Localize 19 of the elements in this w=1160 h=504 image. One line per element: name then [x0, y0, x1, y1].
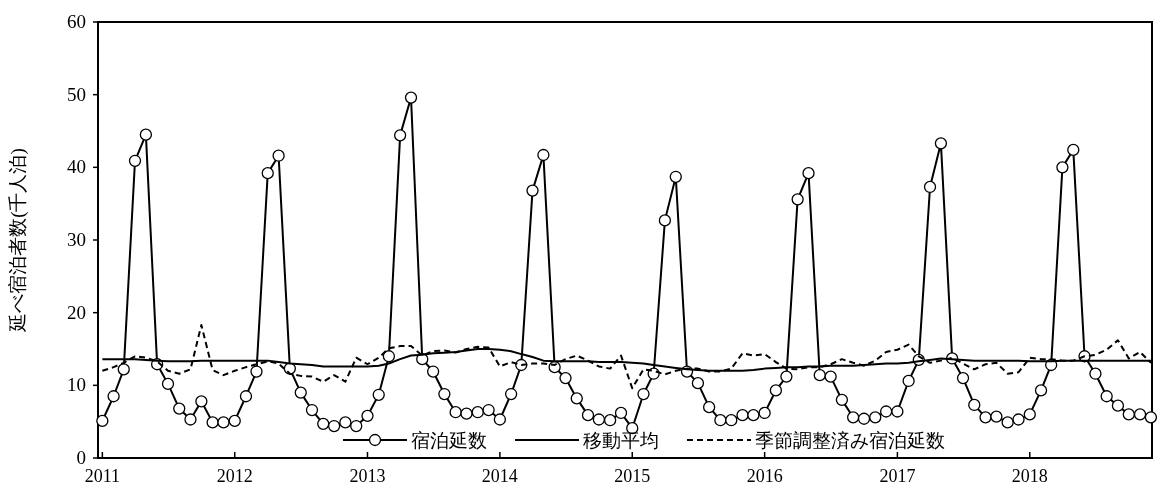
- y-tick-label: 10: [67, 374, 86, 396]
- y-tick-label: 30: [67, 229, 86, 250]
- x-tick-label: 2017: [879, 466, 916, 486]
- x-tick-label: 2018: [1011, 466, 1048, 486]
- y-axis-title: 延べ宿泊者数(千人泊): [7, 148, 29, 333]
- y-tick-label: 50: [67, 83, 86, 105]
- x-tick-label: 2013: [349, 466, 386, 486]
- y-tick-label: 20: [67, 301, 86, 323]
- legend-label: 季節調整済み宿泊延数: [755, 430, 945, 451]
- legend-label: 宿泊延数: [411, 430, 487, 451]
- x-tick-label: 2011: [84, 466, 121, 486]
- y-tick-label: 0: [76, 447, 86, 468]
- x-tick-label: 2015: [614, 466, 651, 486]
- y-tick-label: 40: [67, 156, 86, 178]
- y-tick-label: 60: [67, 11, 86, 32]
- x-tick-label: 2012: [216, 466, 253, 486]
- legend-label: 移動平均: [583, 430, 659, 451]
- x-tick-label: 2014: [481, 466, 518, 486]
- x-tick-label: 2016: [746, 466, 783, 486]
